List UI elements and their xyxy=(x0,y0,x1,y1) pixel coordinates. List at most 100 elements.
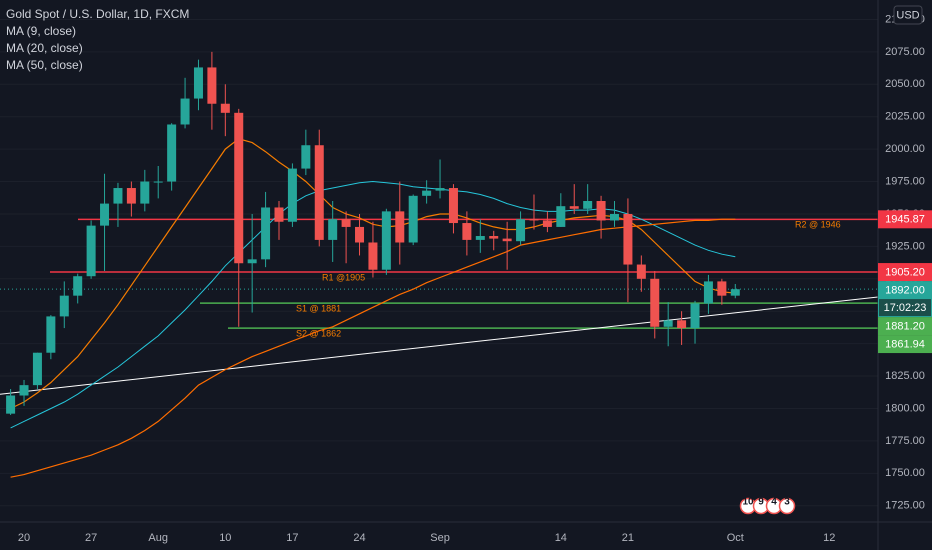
candle-body xyxy=(113,188,123,204)
candle-body xyxy=(556,206,566,227)
currency-label[interactable]: USD xyxy=(896,9,919,21)
y-tick-label: 1925.00 xyxy=(885,240,925,252)
chart-title: Gold Spot / U.S. Dollar, 1D, FXCM xyxy=(6,7,189,21)
candle-body xyxy=(59,295,69,317)
x-tick-label: 12 xyxy=(823,532,835,544)
candle-body xyxy=(663,320,673,327)
legend-entry: MA (50, close) xyxy=(6,58,83,72)
x-tick-label: 24 xyxy=(353,532,365,544)
candle-body xyxy=(328,219,338,240)
legend-entry: MA (20, close) xyxy=(6,41,83,55)
countdown-box xyxy=(879,299,931,317)
candle-body xyxy=(153,181,163,183)
candle-body xyxy=(100,203,110,226)
level-label: S1 @ 1881 xyxy=(296,304,341,314)
candle-body xyxy=(19,385,29,396)
price-label-box xyxy=(878,335,932,354)
event-count[interactable]: 4 xyxy=(771,497,777,508)
x-tick-label: 10 xyxy=(219,532,231,544)
candle-body xyxy=(717,281,727,296)
candle-body xyxy=(596,200,606,221)
event-count[interactable]: 10 xyxy=(742,497,754,508)
candle-body xyxy=(435,188,445,191)
candle-body xyxy=(220,103,230,113)
legend: Gold Spot / U.S. Dollar, 1D, FXCM MA (9,… xyxy=(6,7,189,72)
x-tick-label: 27 xyxy=(85,532,97,544)
candle-body xyxy=(180,98,190,125)
x-tick-label: Aug xyxy=(148,532,168,544)
candle-body xyxy=(703,281,713,304)
candle-body xyxy=(167,124,177,182)
y-tick-label: 2025.00 xyxy=(885,111,925,123)
current-price-label: 1892.00 xyxy=(885,284,925,296)
price-label-box xyxy=(878,263,932,282)
candle-body xyxy=(140,181,150,204)
candle-body xyxy=(448,188,458,224)
candle-body xyxy=(623,213,633,265)
candle-body xyxy=(569,206,579,209)
y-tick-label: 1825.00 xyxy=(885,370,925,382)
ma-line xyxy=(10,218,736,478)
candle-body xyxy=(193,67,203,99)
candle-body xyxy=(86,225,96,277)
candle-body xyxy=(341,219,351,227)
candle-body xyxy=(234,112,244,264)
candle-body xyxy=(408,195,418,243)
candle-body xyxy=(502,238,512,242)
x-tick-label: 14 xyxy=(555,532,567,544)
price-label-box xyxy=(878,317,932,336)
currency-button[interactable] xyxy=(893,5,923,25)
x-tick-label: 21 xyxy=(622,532,634,544)
legend-entry: MA (9, close) xyxy=(6,24,76,38)
trend-line xyxy=(0,296,878,395)
candle-body xyxy=(126,188,136,204)
candle-body xyxy=(287,168,297,222)
y-tick-label: 2050.00 xyxy=(885,78,925,90)
y-tick-label: 1750.00 xyxy=(885,467,925,479)
price-label: 1945.87 xyxy=(885,214,925,226)
candle-body xyxy=(475,236,485,240)
candle-body xyxy=(610,213,619,221)
candle-body xyxy=(489,236,499,239)
event-count[interactable]: 3 xyxy=(784,497,790,508)
y-tick-label: 1725.00 xyxy=(885,500,925,512)
event-badge[interactable] xyxy=(778,497,796,515)
candle-body xyxy=(355,226,365,243)
candle-body xyxy=(368,242,378,270)
y-tick-label: 1800.00 xyxy=(885,402,925,414)
x-tick-label: Oct xyxy=(727,532,744,544)
candle-body xyxy=(314,145,324,240)
candle-body xyxy=(6,395,16,414)
level-label: R2 @ 1946 xyxy=(795,220,841,230)
candle-body xyxy=(73,276,83,296)
candle-body xyxy=(46,316,56,353)
y-tick-label: 1775.00 xyxy=(885,435,925,447)
y-tick-label: 1975.00 xyxy=(885,175,925,187)
level-label: R1 @1905 xyxy=(322,272,365,282)
candle-body xyxy=(395,211,405,243)
price-label: 1861.94 xyxy=(885,338,925,350)
candle-body xyxy=(381,211,391,270)
candle-body xyxy=(529,219,539,221)
candle-body xyxy=(516,219,526,242)
y-tick-label: 2075.00 xyxy=(885,46,925,58)
x-tick-label: Sep xyxy=(430,532,450,544)
x-tick-label: 17 xyxy=(286,532,298,544)
level-label: S2 @ 1862 xyxy=(296,329,341,339)
price-label-box xyxy=(878,210,932,229)
levels: R2 @ 1946 R1 @1905 S1 @ 1881 S2 @ 1862 xyxy=(0,218,878,395)
candle-body xyxy=(207,67,217,104)
y-tick-label: 2000.00 xyxy=(885,143,925,155)
candle-body xyxy=(636,264,646,279)
candle-body xyxy=(274,207,284,222)
candle-body xyxy=(690,303,700,329)
candle-body xyxy=(422,190,432,196)
candle-body xyxy=(650,278,660,327)
price-label: 1905.20 xyxy=(885,266,925,278)
event-count[interactable]: 9 xyxy=(758,497,764,508)
candle-body xyxy=(261,207,271,260)
candle-body xyxy=(730,289,740,296)
